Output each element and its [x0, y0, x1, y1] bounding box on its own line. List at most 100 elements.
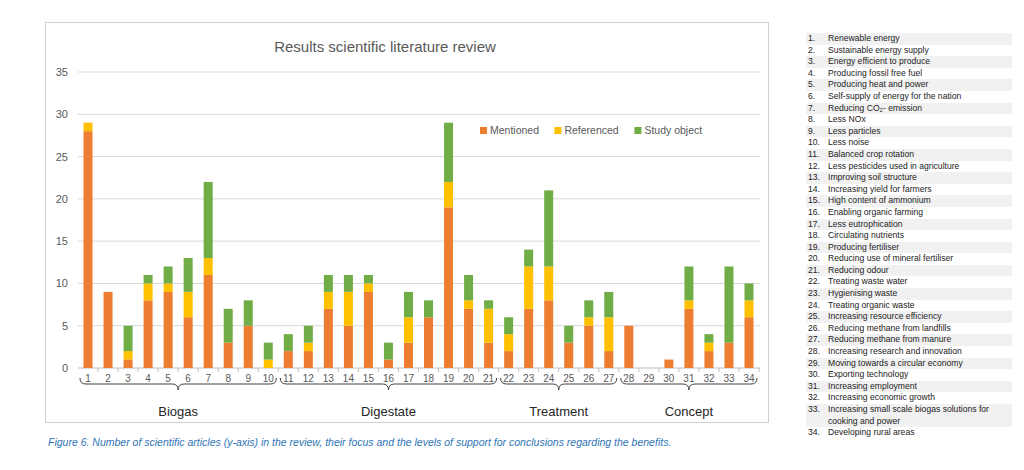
bar — [604, 317, 613, 351]
list-text: Less eutrophication — [828, 219, 1012, 231]
bar — [724, 267, 733, 343]
bar — [524, 267, 533, 309]
bar — [664, 360, 673, 368]
x-tick — [678, 368, 679, 372]
bar — [544, 190, 553, 266]
grid-line — [78, 241, 760, 242]
list-number: 32. — [808, 392, 828, 404]
legend-label: Mentioned — [490, 124, 539, 136]
bar — [204, 258, 213, 275]
x-tick-label: 21 — [483, 373, 495, 384]
bar — [544, 300, 553, 368]
list-text: Increasing resource efficiency — [828, 311, 1012, 323]
grid-line — [78, 198, 760, 199]
bar — [404, 317, 413, 342]
caption: Figure 6. Number of scientific articles … — [48, 436, 671, 448]
list-number: 1. — [808, 33, 828, 45]
list-text: Increasing research and innovation — [828, 346, 1012, 358]
bar — [104, 291, 113, 292]
bar — [124, 351, 133, 359]
x-tick-label: 2 — [105, 373, 111, 384]
bar — [584, 326, 593, 368]
category-list: 1.Renewable energy2.Sustainable energy s… — [806, 33, 1012, 439]
y-tick-label: 0 — [62, 362, 68, 374]
bar — [304, 351, 313, 368]
list-row: 25.Increasing resource efficiency — [806, 311, 1012, 323]
list-text: Reducing methane from manure — [828, 334, 1012, 346]
list-number: 11. — [808, 149, 828, 161]
group-label: Treatment — [529, 404, 588, 419]
list-text: Increasing economic growth — [828, 392, 1012, 404]
bar — [324, 292, 333, 309]
list-number: 29. — [808, 358, 828, 370]
bar — [504, 351, 513, 368]
x-tick-label: 23 — [523, 373, 535, 384]
list-row: 23.Hygienising waste — [806, 288, 1012, 300]
bar — [264, 360, 273, 368]
list-number: 34. — [808, 427, 828, 439]
x-tick — [278, 368, 279, 372]
y-tick-label: 30 — [56, 108, 68, 120]
list-number: 17. — [808, 219, 828, 231]
list-number: 14. — [808, 184, 828, 196]
x-tick-label: 13 — [323, 373, 335, 384]
list-number: 8. — [808, 114, 828, 126]
list-number: 7. — [808, 103, 828, 115]
list-text: Producing fossil free fuel — [828, 68, 1012, 80]
x-tick — [338, 368, 339, 372]
x-tick — [358, 368, 359, 372]
x-tick — [718, 368, 719, 372]
legend-label: Study object — [644, 124, 702, 136]
x-tick-label: 20 — [463, 373, 475, 384]
list-number: 31. — [808, 381, 828, 393]
x-tick-label: 4 — [145, 373, 151, 384]
list-text: Hygienising waste — [828, 288, 1012, 300]
bar — [664, 359, 673, 360]
x-tick — [638, 368, 639, 372]
bar — [144, 275, 153, 283]
x-tick-label: 6 — [185, 373, 191, 384]
grid-line — [78, 114, 760, 115]
bar — [104, 292, 113, 368]
group-label: Digestate — [361, 404, 416, 419]
bar — [164, 267, 173, 284]
bar — [464, 275, 473, 300]
x-tick — [218, 368, 219, 372]
x-tick — [398, 368, 399, 372]
x-tick-label: 34 — [743, 373, 755, 384]
list-number: 23. — [808, 288, 828, 300]
x-tick — [98, 368, 99, 372]
list-number: 21. — [808, 265, 828, 277]
grid-line — [78, 325, 760, 326]
bar — [564, 343, 573, 368]
list-text: Reducing use of mineral fertiliser — [828, 253, 1012, 265]
x-tick-label: 18 — [423, 373, 435, 384]
bar — [384, 343, 393, 360]
list-text: Reducing CO₂- emission — [828, 103, 1012, 115]
x-tick — [378, 368, 379, 372]
x-tick-label: 1 — [85, 373, 91, 384]
list-number: 33. — [808, 404, 828, 427]
x-tick — [158, 368, 159, 372]
bar — [164, 292, 173, 368]
list-text: Energy efficient to produce — [828, 56, 1012, 68]
list-text: Renewable energy — [828, 33, 1012, 45]
x-tick — [238, 368, 239, 372]
bar — [484, 309, 493, 343]
bar — [344, 326, 353, 368]
bar — [184, 317, 193, 368]
list-text: High content of ammonium — [828, 195, 1012, 207]
list-text: Sustainable energy supply — [828, 45, 1012, 57]
legend-swatch — [554, 127, 561, 134]
list-row: 6.Self-supply of energy for the nation — [806, 91, 1012, 103]
y-tick-label: 10 — [56, 277, 68, 289]
x-tick — [518, 368, 519, 372]
grid-line — [78, 283, 760, 284]
list-text: Self-supply of energy for the nation — [828, 91, 1012, 103]
list-row: 12.Less pesticides used in agriculture — [806, 161, 1012, 173]
list-row: 34.Developing rural areas — [806, 427, 1012, 439]
list-number: 30. — [808, 369, 828, 381]
x-tick — [298, 368, 299, 372]
list-row: 28.Increasing research and innovation — [806, 346, 1012, 358]
list-text: Increasing small scale biogas solutions … — [828, 404, 1012, 427]
